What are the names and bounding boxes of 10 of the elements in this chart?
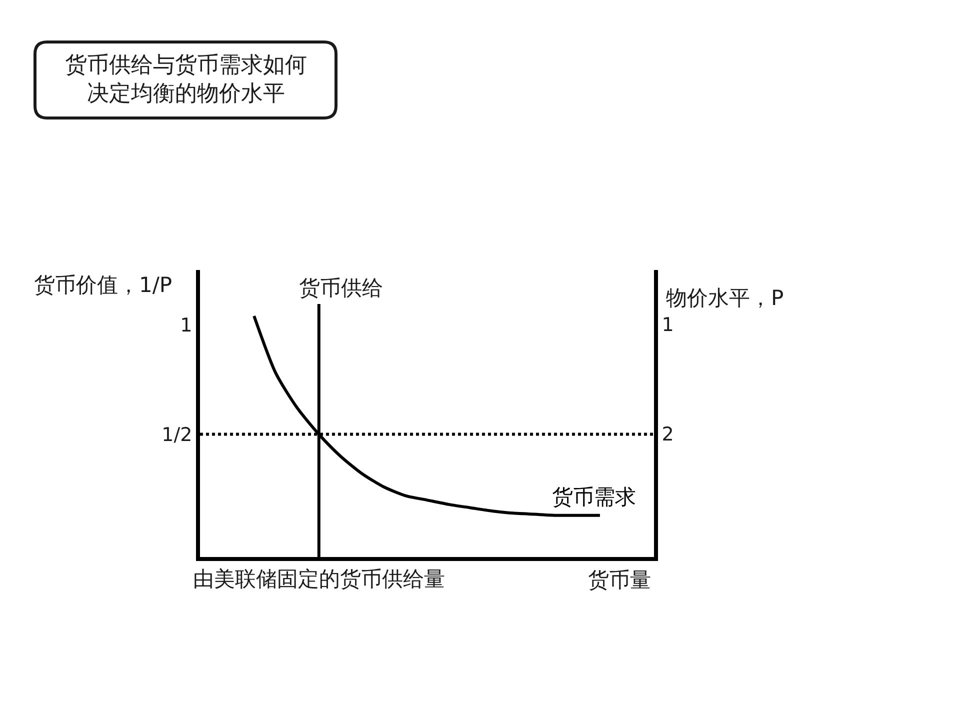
y-axis-title: 货币价值，1/P [34, 273, 172, 297]
series-label: 货币需求 [552, 485, 636, 509]
y2-tick-label: 2 [662, 423, 674, 446]
chart-title: 货币供给与货币需求如何决定均衡的物价水平 [65, 53, 307, 107]
y2-tick-label: 1 [662, 314, 674, 336]
x-tick-label: 由美联储固定的货币供给量 [192, 567, 445, 592]
x-axis-title: 货币量 [588, 568, 651, 592]
y2-axis-title: 物价水平，P [666, 286, 784, 310]
ref-line-label: 货币供给 [299, 276, 383, 300]
y-tick-label: 1/2 [162, 424, 192, 446]
